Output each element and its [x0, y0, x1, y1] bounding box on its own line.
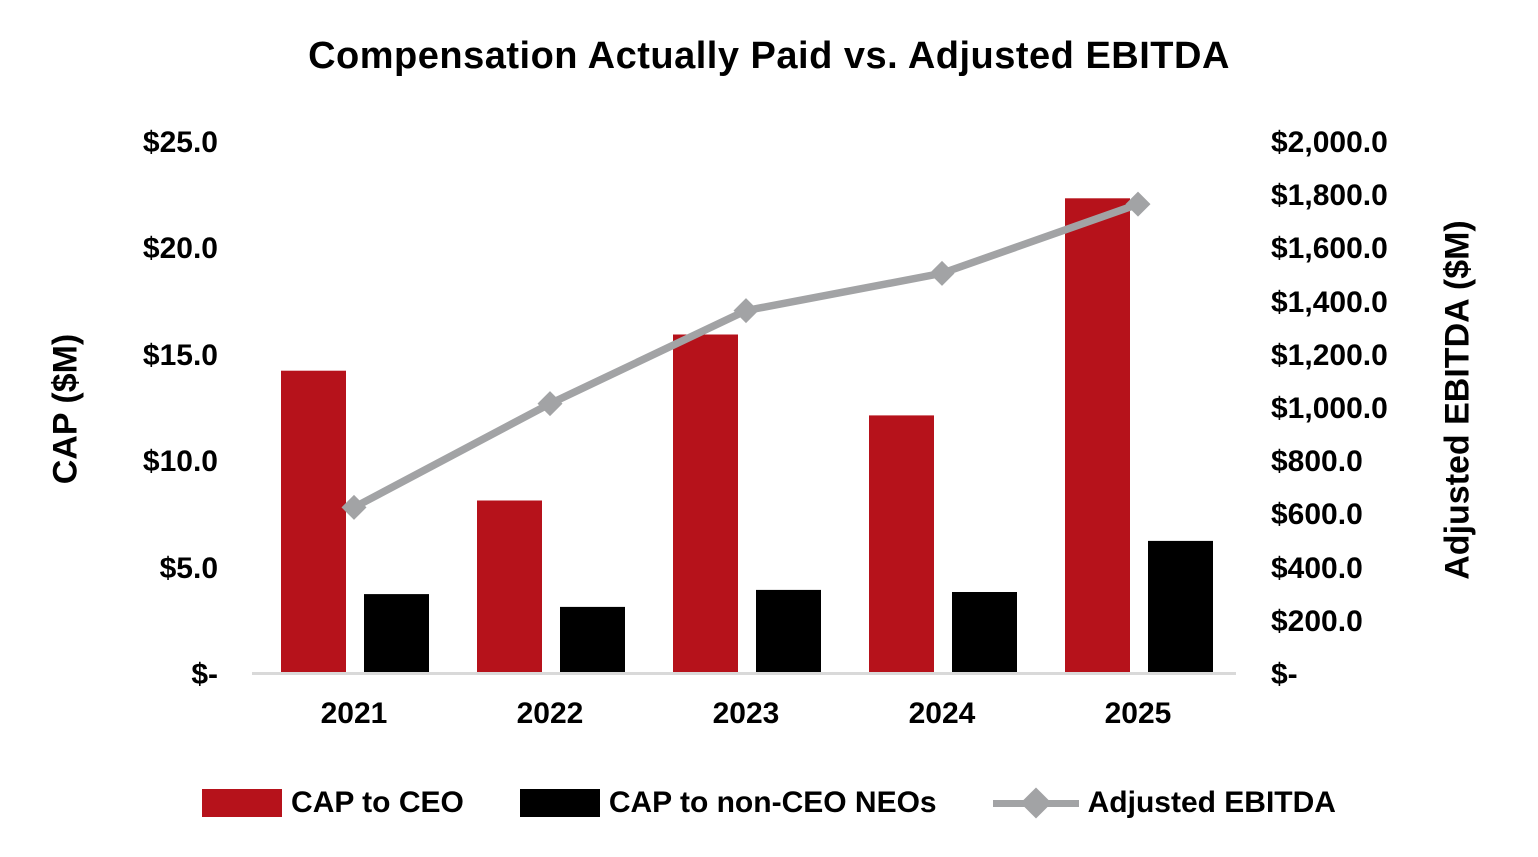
bar-cap-neo-2022: [560, 606, 625, 675]
ebitda-marker-2021: [341, 494, 367, 520]
x-axis-label-2021: 2021: [320, 697, 388, 730]
right-tick-label: $800.0: [1271, 445, 1363, 479]
bar-cap-ceo-2021: [281, 370, 346, 675]
left-tick-label: $5.0: [159, 551, 218, 585]
legend: CAP to CEO CAP to non-CEO NEOs Adjusted …: [0, 781, 1538, 825]
bar-cap-neo-2024: [952, 592, 1017, 675]
cap-neo-swatch-icon: [519, 789, 600, 817]
legend-item-cap-neo: CAP to non-CEO NEOs: [519, 785, 937, 821]
bar-cap-ceo-2023: [673, 334, 738, 675]
x-axis-label-2025: 2025: [1104, 697, 1172, 730]
ebitda-line-swatch-icon: [992, 787, 1079, 819]
bar-cap-ceo-2024: [869, 415, 934, 675]
right-tick-label: $1,600.0: [1271, 232, 1388, 266]
left-tick-label: $25.0: [142, 126, 218, 159]
left-tick-label: $20.0: [142, 232, 218, 266]
chart-title: Compensation Actually Paid vs. Adjusted …: [308, 35, 1230, 77]
ebitda-marker-2022: [537, 391, 563, 417]
legend-item-cap-ceo: CAP to CEO: [202, 785, 464, 821]
ebitda-marker-2024: [929, 260, 955, 286]
x-axis-label-2024: 2024: [908, 697, 976, 730]
right-tick-label: $400.0: [1271, 551, 1363, 585]
left-tick-label: $10.0: [142, 445, 218, 479]
right-tick-label: $1,000.0: [1271, 392, 1388, 425]
diamond-marker-icon: [1020, 787, 1052, 819]
bar-cap-ceo-2025: [1065, 198, 1130, 676]
ebitda-marker-2025: [1125, 191, 1151, 217]
x-axis-label-2022: 2022: [516, 697, 584, 730]
right-tick-label: $200.0: [1271, 604, 1363, 638]
right-tick-label: $2,000.0: [1271, 126, 1388, 159]
right-tick-label: $1,400.0: [1271, 285, 1388, 319]
x-axis-label-2023: 2023: [712, 697, 780, 730]
left-tick-label: $15.0: [142, 338, 218, 372]
bar-cap-neo-2025: [1148, 540, 1213, 675]
legend-label-cap-ceo: CAP to CEO: [291, 786, 464, 819]
legend-item-ebitda: Adjusted EBITDA: [992, 785, 1336, 821]
cap-ceo-swatch-icon: [202, 789, 283, 817]
right-tick-label: $-: [1271, 658, 1298, 691]
ebitda-line: [352, 200, 1140, 511]
bar-cap-neo-2023: [756, 589, 821, 675]
right-tick-label: $1,200.0: [1271, 338, 1388, 372]
ebitda-marker-2023: [733, 298, 759, 324]
bar-cap-ceo-2022: [477, 500, 542, 675]
left-axis-title: CAP ($M): [46, 333, 85, 485]
left-tick-label: $-: [191, 658, 218, 691]
plot-area: [252, 191, 1236, 676]
legend-label-cap-neo: CAP to non-CEO NEOs: [608, 786, 937, 819]
right-tick-label: $1,800.0: [1271, 179, 1388, 213]
right-tick-label: $600.0: [1271, 498, 1363, 532]
legend-label-ebitda: Adjusted EBITDA: [1087, 786, 1336, 819]
bar-cap-neo-2021: [364, 594, 429, 675]
